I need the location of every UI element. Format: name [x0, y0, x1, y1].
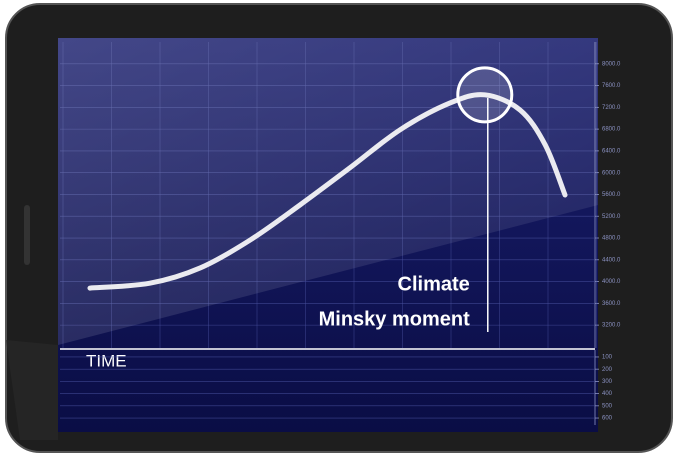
y-tick-label: 5200.0: [602, 214, 621, 220]
annotation-text: Climate: [398, 273, 470, 295]
y-tick-label: 200: [602, 367, 613, 373]
y-tick-label: 5600.0: [602, 192, 621, 198]
y-tick-label: 400: [602, 391, 613, 397]
y-tick-label: 4400.0: [602, 257, 621, 263]
y-tick-label: 6400.0: [602, 148, 621, 154]
glare: [58, 38, 598, 345]
y-tick-label: 8000.0: [602, 61, 621, 67]
y-tick-label: 4000.0: [602, 279, 621, 285]
y-tick-label: 7200.0: [602, 105, 621, 111]
y-tick-label: 300: [602, 379, 613, 385]
y-tick-label: 100: [602, 355, 613, 361]
y-tick-label: 3200.0: [602, 323, 621, 329]
y-tick-label: 7600.0: [602, 83, 621, 89]
y-tick-label: 3600.0: [602, 301, 621, 307]
side-button: [24, 205, 30, 265]
y-tick-label: 500: [602, 403, 613, 409]
x-axis-label: TIME: [86, 351, 127, 370]
bezel-shade: [6, 340, 58, 440]
y-tick-label: 600: [602, 416, 613, 422]
annotation-text: Minsky moment: [319, 308, 470, 330]
y-tick-label: 4800.0: [602, 236, 621, 242]
y-tick-label: 6800.0: [602, 127, 621, 133]
y-tick-label: 6000.0: [602, 170, 621, 176]
